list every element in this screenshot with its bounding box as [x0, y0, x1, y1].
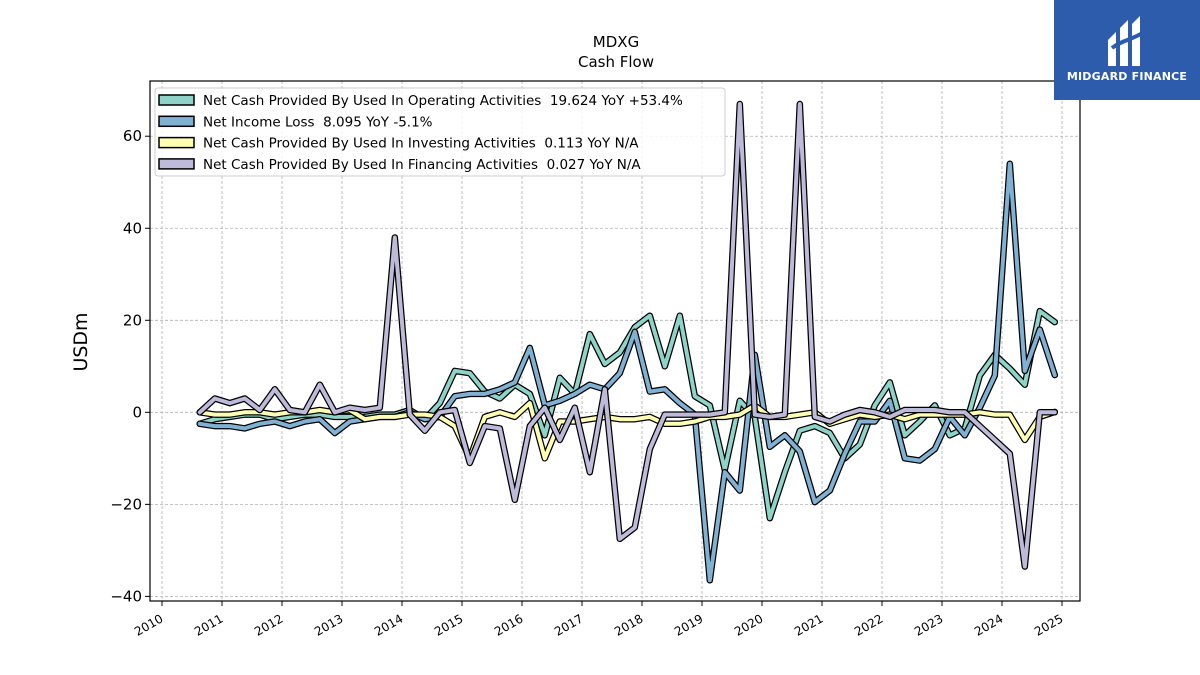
y-axis-label: USDm: [70, 312, 92, 371]
x-tick-label: 2019: [672, 611, 705, 638]
logo-mark-icon: [1108, 16, 1146, 66]
x-tick-label: 2010: [132, 611, 165, 638]
x-tick-label: 2016: [492, 611, 525, 638]
legend: Net Cash Provided By Used In Operating A…: [154, 87, 726, 177]
y-tick-label: −40: [110, 587, 142, 605]
legend-label-2: Net Cash Provided By Used In Investing A…: [203, 136, 639, 152]
series-lines: [196, 100, 1059, 584]
x-tick-label: 2021: [792, 611, 825, 638]
y-tick-label: 0: [132, 403, 142, 421]
x-tick-label: 2025: [1032, 611, 1065, 638]
logo-text: MIDGARD FINANCE: [1066, 70, 1188, 83]
legend-box: [154, 87, 726, 177]
x-tick-label: 2012: [252, 611, 285, 638]
series-line-0: [197, 309, 1057, 521]
x-tick-label: 2017: [552, 611, 585, 638]
legend-swatch-0: [158, 94, 195, 106]
y-tick-label: 60: [123, 127, 142, 145]
legend-label-0: Net Cash Provided By Used In Operating A…: [203, 93, 683, 109]
legend-swatch-1: [158, 115, 195, 128]
y-tick-label: 40: [123, 219, 142, 237]
plot-frame: [149, 80, 1081, 602]
legend-swatch-3: [158, 158, 195, 170]
chart-title: MDXG: [593, 33, 639, 51]
legend-swatch-2: [158, 136, 195, 149]
legend-label-1: Net Income Loss 8.095 YoY -5.1%: [203, 114, 433, 130]
x-tick-label: 2020: [732, 611, 765, 638]
x-tick-label: 2014: [372, 611, 405, 638]
legend-label-3: Net Cash Provided By Used In Financing A…: [203, 157, 641, 173]
chart-subtitle: Cash Flow: [578, 53, 654, 71]
midgard-finance-logo: MIDGARD FINANCE: [1054, 0, 1200, 100]
x-tick-label: 2011: [192, 611, 225, 638]
x-tick-label: 2023: [912, 611, 945, 638]
y-tick-label: −20: [110, 495, 142, 513]
x-tick-label: 2022: [852, 611, 885, 638]
series-line-1: [197, 161, 1057, 583]
series-line-3: [197, 102, 1057, 569]
x-tick-label: 2015: [432, 611, 465, 638]
y-tick-label: 20: [123, 311, 142, 329]
x-tick-label: 2018: [612, 611, 645, 638]
x-tick-label: 2024: [972, 611, 1005, 638]
x-tick-label: 2013: [312, 611, 345, 638]
series-outline-1: [196, 160, 1059, 584]
